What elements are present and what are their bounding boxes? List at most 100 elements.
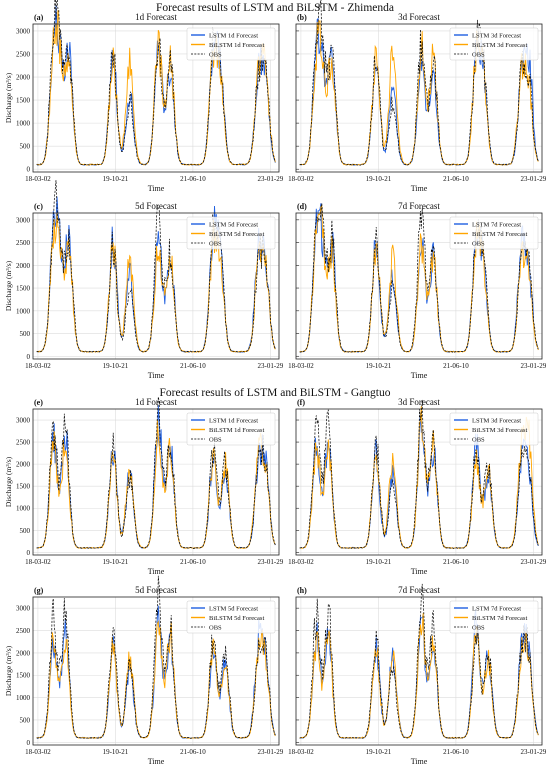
x-axis-label: Time	[148, 757, 165, 766]
y-tick-label: 1500	[16, 483, 31, 491]
x-tick-label: 23-01-29	[258, 362, 284, 370]
legend-label: OBS	[472, 52, 485, 59]
plot-frame	[295, 596, 543, 746]
legend-label: LSTM 7d Forecast	[472, 606, 521, 613]
x-tick-label: 18-03-02	[25, 362, 51, 370]
legend-label: OBS	[209, 241, 222, 248]
plot-frame	[32, 23, 280, 173]
legend-label: BiLSTM 7d Forecast	[472, 231, 527, 238]
series-line-bilstm	[299, 204, 539, 353]
legend-label: OBS	[209, 625, 222, 632]
plot-frame	[295, 23, 543, 173]
legend-label: BiLSTM 3d Forecast	[472, 42, 527, 49]
x-tick-label: 21-06-10	[443, 558, 469, 566]
y-tick-label: 1500	[16, 97, 31, 105]
legend-label: LSTM 1d Forecast	[209, 33, 258, 40]
legend: LSTM 1d Forecast BiLSTM 1d Forecast OBS	[186, 412, 276, 446]
chart-panel: 18-03-02 19-10-21 21-06-10 23-01-29 Time 7d F…	[288, 201, 547, 380]
x-axis-label: Time	[411, 371, 428, 380]
legend-label: BiLSTM 1d Forecast	[209, 42, 264, 49]
legend: LSTM 7d Forecast BiLSTM 7d Forecast OBS	[449, 216, 539, 250]
y-tick-label: 1000	[16, 505, 31, 513]
y-tick-label: 1000	[16, 120, 31, 128]
x-tick-label: 21-06-10	[443, 175, 469, 183]
x-axis-label: Time	[148, 567, 165, 576]
y-tick-label: 2000	[16, 649, 31, 657]
x-tick-label: 21-06-10	[180, 362, 206, 370]
y-axis-label: Discharge (m³/s)	[4, 72, 13, 123]
y-tick-label: 3000	[16, 605, 31, 613]
chart-panel: 0 500 1000 1500 2000 2500 3000 Discharge (m³/s)…	[4, 0, 284, 193]
y-tick-label: 0	[27, 353, 31, 361]
panel-title: 7d Forecast	[398, 585, 440, 595]
y-tick-label: 500	[20, 527, 31, 535]
legend-label: OBS	[472, 241, 485, 248]
x-tick-label: 18-03-02	[288, 748, 314, 756]
legend: LSTM 1d Forecast BiLSTM 1d Forecast OBS	[186, 27, 276, 61]
series-line-obs	[299, 399, 539, 549]
legend: LSTM 3d Forecast BiLSTM 3d Forecast OBS	[449, 27, 539, 61]
section-title-zhimenda: Forecast results of LSTM and BiLSTM - Zh…	[156, 2, 394, 14]
panel-label: (a)	[34, 13, 44, 22]
y-tick-label: 500	[20, 716, 31, 724]
x-tick-label: 23-01-29	[258, 558, 284, 566]
legend-label: LSTM 5d Forecast	[209, 606, 258, 613]
series-line-bilstm	[36, 419, 276, 549]
y-tick-label: 0	[27, 739, 31, 747]
chart-panel: 18-03-02 19-10-21 21-06-10 23-01-29 Time 7d F…	[288, 583, 547, 766]
series-line-obs	[36, 396, 276, 549]
y-tick-label: 2000	[16, 262, 31, 270]
x-tick-label: 23-01-29	[521, 175, 547, 183]
series-line-obs	[36, 575, 276, 739]
panel-title: 7d Forecast	[398, 201, 440, 211]
x-tick-label: 18-03-02	[288, 362, 314, 370]
legend: LSTM 5d Forecast BiLSTM 5d Forecast OBS	[186, 216, 276, 250]
x-tick-label: 18-03-02	[25, 748, 51, 756]
legend-box	[449, 216, 539, 250]
legend-label: BiLSTM 1d Forecast	[209, 427, 264, 434]
panel-title: 5d Forecast	[135, 201, 177, 211]
legend-label: BiLSTM 5d Forecast	[209, 231, 264, 238]
plot-frame	[295, 408, 543, 556]
y-tick-label: 500	[20, 330, 31, 338]
y-tick-label: 2000	[16, 461, 31, 469]
legend-label: LSTM 5d Forecast	[209, 222, 258, 229]
y-tick-label: 3000	[16, 27, 31, 35]
x-tick-label: 18-03-02	[288, 558, 314, 566]
x-tick-label: 21-06-10	[180, 748, 206, 756]
x-tick-label: 18-03-02	[25, 558, 51, 566]
plot-frame	[32, 212, 280, 360]
y-axis-label: Discharge (m³/s)	[4, 260, 13, 311]
legend-label: OBS	[472, 625, 485, 632]
series-line-obs	[36, 0, 276, 166]
x-axis-label: Time	[148, 184, 165, 193]
panel-title: 5d Forecast	[135, 585, 177, 595]
y-tick-label: 0	[27, 166, 31, 174]
chart-panel: 18-03-02 19-10-21 21-06-10 23-01-29 Time 3d F…	[288, 0, 547, 193]
legend-box	[449, 412, 539, 446]
panel-label: (d)	[297, 202, 307, 211]
series-line-bilstm	[36, 10, 276, 166]
legend-box	[449, 27, 539, 61]
legend-box	[186, 216, 276, 250]
x-tick-label: 21-06-10	[443, 748, 469, 756]
x-tick-label: 19-10-21	[366, 558, 392, 566]
x-tick-label: 18-03-02	[288, 175, 314, 183]
y-tick-label: 2500	[16, 239, 31, 247]
legend-box	[186, 27, 276, 61]
x-tick-label: 19-10-21	[103, 558, 129, 566]
x-tick-label: 23-01-29	[258, 175, 284, 183]
panel-title: 3d Forecast	[398, 397, 440, 407]
x-tick-label: 19-10-21	[103, 748, 129, 756]
section-title-gangtuo: Forecast results of LSTM and BiLSTM - Ga…	[159, 387, 391, 399]
y-axis-label: Discharge (m³/s)	[4, 456, 13, 507]
y-tick-label: 1500	[16, 285, 31, 293]
panel-label: (f)	[297, 398, 305, 407]
legend-box	[449, 600, 539, 634]
plot-frame	[295, 212, 543, 360]
y-tick-label: 2500	[16, 50, 31, 58]
panel-label: (b)	[297, 13, 307, 22]
x-tick-label: 18-03-02	[25, 175, 51, 183]
x-axis-label: Time	[411, 757, 428, 766]
